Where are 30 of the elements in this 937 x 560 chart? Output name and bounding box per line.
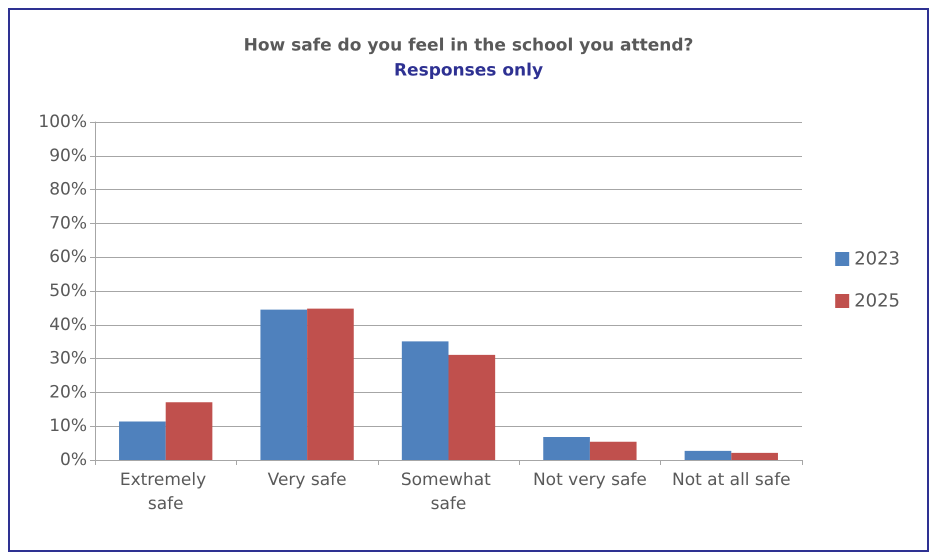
y-tick-label: 0% <box>60 450 87 470</box>
bar <box>448 354 496 460</box>
y-tick-label: 70% <box>49 213 87 234</box>
chart-title: How safe do you feel in the school you attend? <box>244 36 694 56</box>
legend-label: 2025 <box>854 290 900 312</box>
x-tick-label: Somewhat safe <box>400 470 496 514</box>
bar <box>166 402 212 460</box>
y-tick-label: 50% <box>49 281 87 301</box>
y-tick-label: 10% <box>49 416 87 436</box>
y-tick-label: 40% <box>49 314 87 335</box>
bar <box>543 437 590 460</box>
bar <box>402 341 448 460</box>
y-tick-label: 90% <box>49 146 87 166</box>
x-tick-label: Not very safe <box>532 470 647 490</box>
bar <box>731 452 778 460</box>
x-tick-label: Extremely safe <box>120 470 212 514</box>
bar <box>119 421 166 460</box>
x-tick-label: Not at all safe <box>672 470 791 490</box>
bar <box>307 308 354 460</box>
bar <box>260 310 308 460</box>
y-tick-label: 20% <box>49 382 87 402</box>
legend-label: 2023 <box>854 248 900 270</box>
y-tick-label: 80% <box>49 180 87 200</box>
y-tick-label: 60% <box>49 247 87 268</box>
y-tick-label: 100% <box>38 112 87 132</box>
x-tick-label: Very safe <box>268 470 347 490</box>
chart-subtitle: Responses only <box>394 60 544 80</box>
bar <box>590 442 637 460</box>
bar <box>684 450 732 460</box>
y-tick-label: 30% <box>49 348 87 369</box>
